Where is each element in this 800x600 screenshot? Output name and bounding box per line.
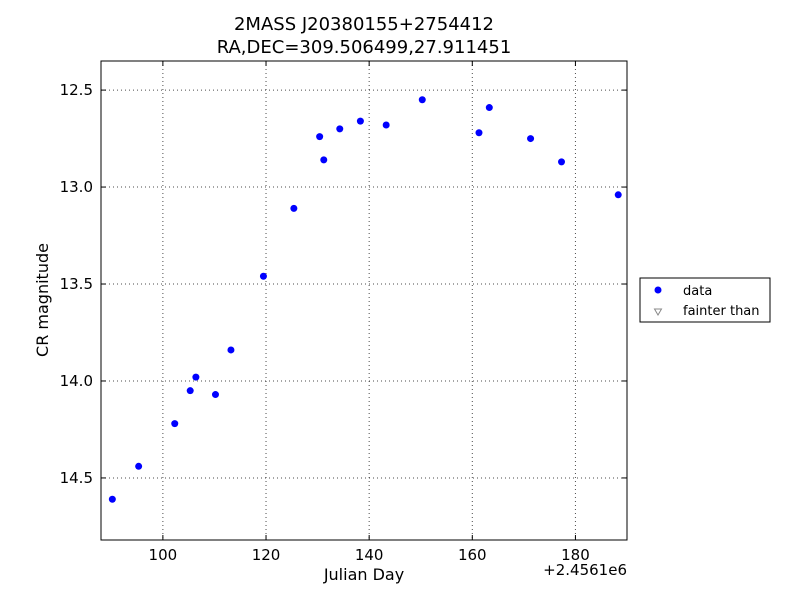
x-tick-label: 120: [252, 546, 281, 564]
legend-data-marker: [654, 286, 662, 294]
data-point: [418, 96, 426, 104]
y-tick-label: 14.0: [60, 372, 93, 390]
data-point: [558, 158, 566, 166]
x-axis-ticks: 100 120 140 160 180: [149, 61, 590, 564]
x-tick-label: 140: [355, 546, 384, 564]
data-point: [382, 121, 390, 129]
data-point: [211, 391, 219, 399]
data-points: [108, 96, 622, 503]
data-point: [171, 420, 179, 428]
data-point: [614, 191, 622, 199]
chart-title-line-1: 2MASS J20380155+2754412: [234, 14, 494, 35]
y-tick-label: 13.5: [60, 275, 93, 293]
data-point: [485, 104, 493, 112]
data-point: [192, 373, 200, 381]
data-point: [227, 346, 235, 354]
grid-lines: [101, 61, 627, 540]
data-point: [336, 125, 344, 133]
data-point: [135, 462, 143, 470]
y-tick-label: 14.5: [60, 469, 93, 487]
data-point: [186, 387, 194, 395]
chart-title-line-2: RA,DEC=309.506499,27.911451: [217, 37, 512, 58]
x-tick-label: 180: [561, 546, 590, 564]
data-point: [320, 156, 328, 164]
data-point: [259, 272, 267, 280]
legend: data fainter than: [639, 277, 771, 323]
data-point: [475, 129, 483, 137]
y-axis-label: CR magnitude: [33, 243, 52, 357]
legend-fainter-than-label: fainter than: [683, 304, 760, 319]
y-tick-label: 13.0: [60, 178, 93, 196]
x-tick-label: 160: [458, 546, 487, 564]
x-tick-label: 100: [149, 546, 178, 564]
y-tick-label: 12.5: [60, 81, 93, 99]
legend-box: [639, 277, 771, 323]
y-axis-ticks: 12.5 13.0 13.5 14.0 14.5: [60, 81, 627, 487]
data-point: [108, 495, 116, 503]
x-axis-offset-label: +2.4561e6: [543, 561, 627, 579]
legend-fainter-than-marker: [653, 308, 663, 316]
data-point: [356, 117, 364, 125]
data-point: [316, 133, 324, 141]
data-point: [290, 204, 298, 212]
legend-data-label: data: [683, 284, 712, 299]
plot-frame: [100, 60, 628, 541]
x-axis-label: Julian Day: [323, 565, 404, 584]
data-point: [527, 135, 535, 143]
